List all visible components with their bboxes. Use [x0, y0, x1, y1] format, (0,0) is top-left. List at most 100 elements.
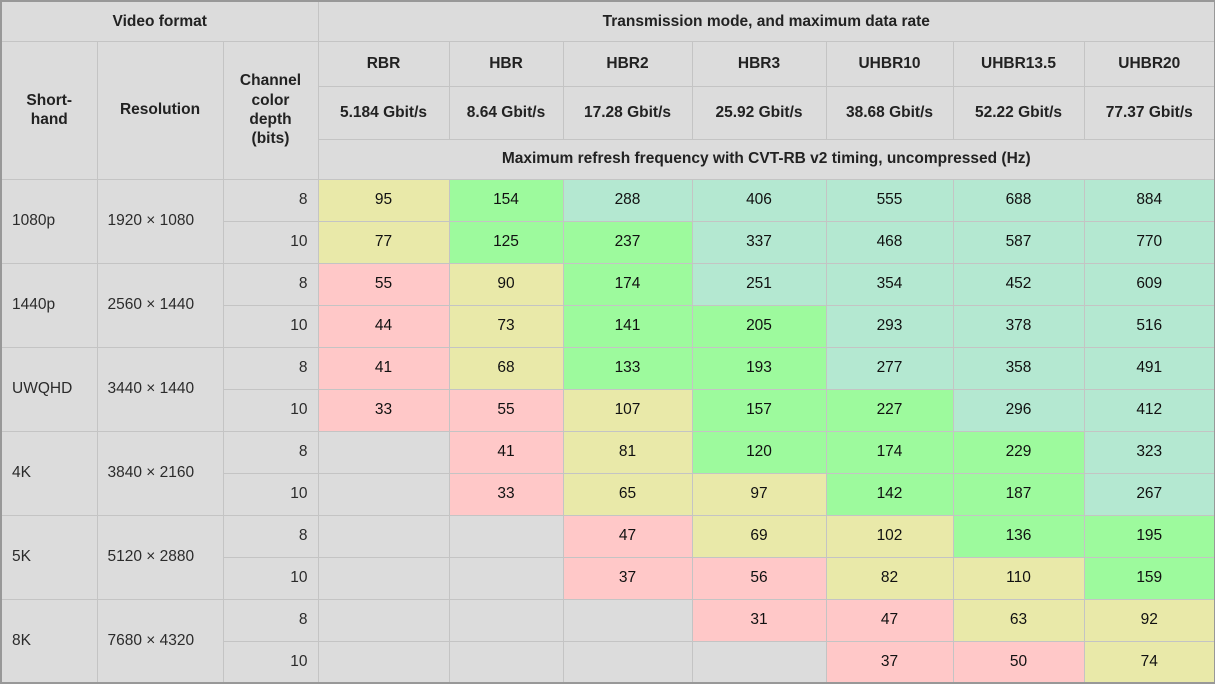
refresh-value-cell: 609: [1083, 262, 1215, 306]
rate-uhbr10: 38.68 Gbit/s: [825, 85, 954, 140]
refresh-value-cell: 468: [825, 220, 954, 264]
format-shorthand-cell: UWQHD: [0, 346, 98, 432]
refresh-value-cell: 120: [691, 430, 827, 474]
refresh-value-cell: 251: [691, 262, 827, 306]
format-resolution-cell: 3440 × 1440: [96, 346, 224, 432]
refresh-value-cell: 31: [691, 598, 827, 642]
refresh-value-cell: 296: [952, 388, 1085, 432]
refresh-value-cell: 102: [825, 514, 954, 558]
rate-hbr: 8.64 Gbit/s: [448, 85, 564, 140]
color-depth-cell: 10: [222, 640, 319, 684]
mode-header-hbr: HBR: [448, 40, 564, 87]
color-depth-cell: 8: [222, 598, 319, 642]
rate-uhbr13-5: 52.22 Gbit/s: [952, 85, 1085, 140]
refresh-value-cell: 92: [1083, 598, 1215, 642]
empty-cell: [562, 640, 693, 684]
refresh-value-cell: 884: [1083, 178, 1215, 222]
empty-cell: [691, 640, 827, 684]
mode-header-uhbr13-5: UHBR13.5: [952, 40, 1085, 87]
color-depth-cell: 10: [222, 556, 319, 600]
refresh-value-cell: 44: [317, 304, 450, 348]
refresh-value-cell: 69: [691, 514, 827, 558]
refresh-value-cell: 229: [952, 430, 1085, 474]
channel-depth-column-header: Channel color depth (bits): [222, 40, 319, 180]
color-depth-cell: 8: [222, 514, 319, 558]
format-shorthand-cell: 8K: [0, 598, 98, 684]
refresh-value-cell: 770: [1083, 220, 1215, 264]
refresh-value-cell: 688: [952, 178, 1085, 222]
refresh-value-cell: 193: [691, 346, 827, 390]
format-shorthand-cell: 4K: [0, 430, 98, 516]
empty-cell: [317, 598, 450, 642]
table-row: 8K 7680 × 4320 8 31 47 63 92: [0, 598, 1215, 684]
table-row-refresh-note: Maximum refresh frequency with CVT-RB v2…: [1, 138, 1215, 180]
refresh-value-cell: 56: [691, 556, 827, 600]
refresh-value-cell: 187: [952, 472, 1085, 516]
refresh-value-cell: 33: [448, 472, 564, 516]
table-row: 4K 3840 × 2160 8 41 81 120 174 229 323: [0, 430, 1215, 516]
shorthand-column-header: Short-hand: [0, 40, 98, 180]
format-resolution-cell: 1920 × 1080: [96, 178, 224, 264]
color-depth-cell: 10: [222, 304, 319, 348]
refresh-value-cell: 81: [562, 430, 693, 474]
format-resolution-cell: 3840 × 2160: [96, 430, 224, 516]
table-row: 10 37 50 74: [1, 640, 1215, 684]
color-depth-cell: 8: [222, 262, 319, 306]
refresh-value-cell: 41: [448, 430, 564, 474]
refresh-value-cell: 82: [825, 556, 954, 600]
refresh-value-cell: 74: [1083, 640, 1215, 684]
refresh-value-cell: 205: [691, 304, 827, 348]
refresh-value-cell: 159: [1083, 556, 1215, 600]
rate-uhbr20: 77.37 Gbit/s: [1083, 85, 1215, 140]
refresh-value-cell: 227: [825, 388, 954, 432]
format-shorthand-cell: 1080p: [0, 178, 98, 264]
rate-hbr2: 17.28 Gbit/s: [562, 85, 693, 140]
refresh-value-cell: 50: [952, 640, 1085, 684]
table-row-data-rates: 5.184 Gbit/s 8.64 Gbit/s 17.28 Gbit/s 25…: [1, 85, 1215, 140]
refresh-value-cell: 174: [825, 430, 954, 474]
refresh-value-cell: 157: [691, 388, 827, 432]
refresh-value-cell: 406: [691, 178, 827, 222]
table-row: 10 33 65 97 142 187 267: [1, 472, 1215, 516]
resolution-column-header: Resolution: [96, 40, 224, 180]
empty-cell: [448, 640, 564, 684]
refresh-value-cell: 133: [562, 346, 693, 390]
empty-cell: [317, 430, 450, 474]
refresh-value-cell: 358: [952, 346, 1085, 390]
table-row: 1440p 2560 × 1440 8 55 90 174 251 354 452 609: [0, 262, 1215, 348]
format-resolution-cell: 5120 × 2880: [96, 514, 224, 600]
format-resolution-cell: 2560 × 1440: [96, 262, 224, 348]
refresh-value-cell: 516: [1083, 304, 1215, 348]
table-row: 10 44 73 141 205 293 378 516: [1, 304, 1215, 348]
format-shorthand-cell: 1440p: [0, 262, 98, 348]
empty-cell: [317, 640, 450, 684]
refresh-value-cell: 354: [825, 262, 954, 306]
refresh-value-cell: 47: [825, 598, 954, 642]
refresh-value-cell: 136: [952, 514, 1085, 558]
mode-header-rbr: RBR: [317, 40, 450, 87]
refresh-value-cell: 195: [1083, 514, 1215, 558]
mode-header-uhbr10: UHBR10: [825, 40, 954, 87]
table-row: 5K 5120 × 2880 8 47 69 102 136 195: [0, 514, 1215, 600]
refresh-value-cell: 452: [952, 262, 1085, 306]
refresh-value-cell: 95: [317, 178, 450, 222]
table-row: 10 33 55 107 157 227 296 412: [1, 388, 1215, 432]
color-depth-cell: 10: [222, 388, 319, 432]
refresh-value-cell: 378: [952, 304, 1085, 348]
mode-header-hbr3: HBR3: [691, 40, 827, 87]
refresh-value-cell: 77: [317, 220, 450, 264]
mode-header-hbr2: HBR2: [562, 40, 693, 87]
video-format-header: Video format: [0, 0, 319, 42]
refresh-value-cell: 90: [448, 262, 564, 306]
refresh-value-cell: 37: [825, 640, 954, 684]
color-depth-cell: 8: [222, 178, 319, 222]
refresh-value-cell: 491: [1083, 346, 1215, 390]
refresh-value-cell: 237: [562, 220, 693, 264]
mode-header-uhbr20: UHBR20: [1083, 40, 1215, 87]
table-row: 1080p 1920 × 1080 8 95 154 288 406 555 688 884: [0, 178, 1215, 264]
table-row-mode-names: Short-hand Resolution Channel color dept…: [0, 40, 1215, 180]
color-depth-cell: 8: [222, 346, 319, 390]
refresh-value-cell: 174: [562, 262, 693, 306]
refresh-value-cell: 65: [562, 472, 693, 516]
